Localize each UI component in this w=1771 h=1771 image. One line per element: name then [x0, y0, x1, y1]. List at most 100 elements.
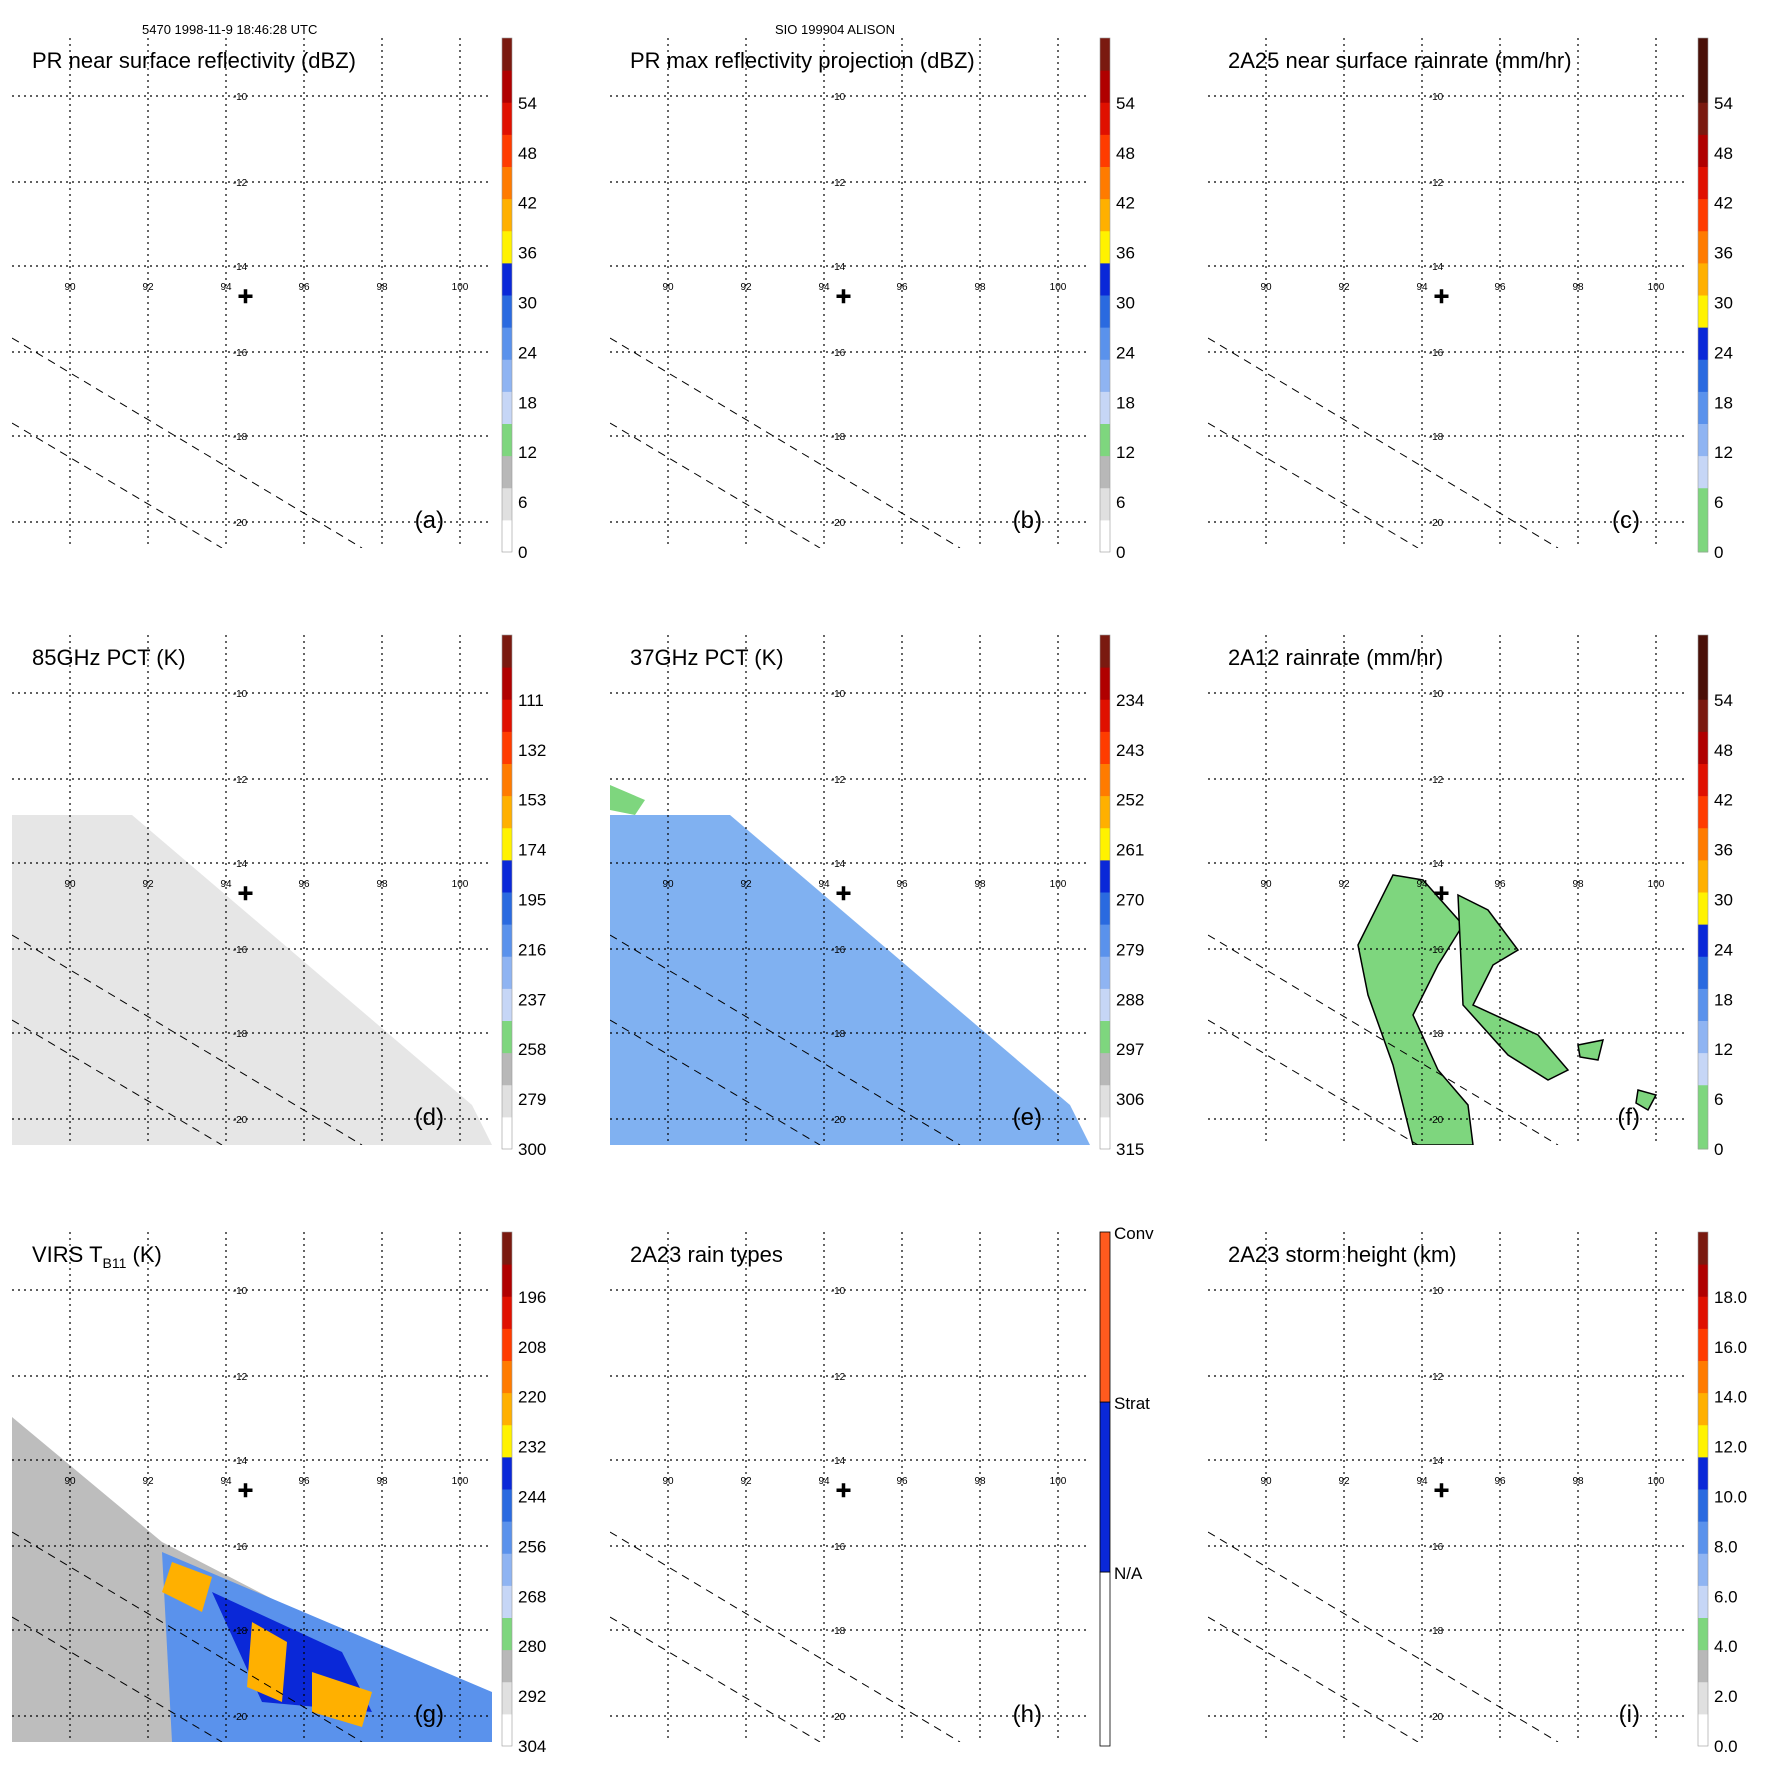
lon-tick-label: 92 — [1338, 282, 1350, 293]
deep-convection — [312, 1672, 372, 1727]
colorbar-tick-label: 18 — [1714, 393, 1733, 412]
colorbar-tick-label: 252 — [1116, 791, 1144, 810]
colorbar-segment — [1698, 166, 1708, 200]
lon-tick-label: 90 — [662, 879, 674, 890]
colorbar-segment — [502, 1052, 512, 1086]
lat-tick-label: -18 — [1429, 432, 1444, 443]
storm-center-marker — [836, 289, 851, 304]
lat-tick-label: -18 — [831, 1029, 846, 1040]
panel-title: 2A23 rain types — [630, 1242, 783, 1267]
colorbar-tick-label: 48 — [1714, 144, 1733, 163]
lon-tick-label: 96 — [298, 282, 310, 293]
colorbar-segment — [1698, 1084, 1708, 1118]
colorbar-tick-label: 304 — [518, 1737, 546, 1756]
lon-tick-label: 100 — [1648, 282, 1665, 293]
lat-tick-label: -16 — [831, 348, 846, 359]
panel-letter: (h) — [1013, 1701, 1042, 1728]
swath-edge-line — [1208, 1616, 1419, 1742]
panel-title: PR near surface reflectivity (dBZ) — [32, 48, 356, 73]
colorbar-segment — [1698, 1392, 1708, 1426]
colorbar-tick-label: 237 — [518, 990, 546, 1009]
lon-tick-label: 94 — [1416, 879, 1428, 890]
colorbar-border — [1099, 634, 1111, 1150]
colorbar-tick-label: 300 — [518, 1140, 546, 1159]
map-area — [610, 635, 1090, 1145]
colorbar-tick-label: 6 — [1714, 1090, 1723, 1109]
colorbar-tick-label: 36 — [1714, 244, 1733, 263]
colorbar-segment — [1100, 892, 1110, 925]
colorbar: 0.0 2.0 4.0 6.0 8.0 10.0 12.0 14.0 16.0 18.0 — [1697, 1231, 1747, 1756]
lat-tick-label: -14 — [831, 859, 846, 870]
colorbar-tick-label: 48 — [518, 144, 537, 163]
colorbar-segment — [1698, 827, 1708, 861]
lon-tick-label: 94 — [220, 1476, 232, 1487]
panel-h: 90 92 94 96 98 100 -10 -12 -14 -16 -18 -20 2A23 rain… — [610, 1224, 1154, 1747]
colorbar-segment — [1100, 1116, 1110, 1150]
colorbar-tick-label: 30 — [1714, 890, 1733, 909]
colorbar-tick-label: 18.0 — [1714, 1288, 1747, 1307]
map-area — [1208, 38, 1688, 548]
colorbar-tick-label: 0 — [518, 543, 527, 562]
colorbar-tick-label: 234 — [1116, 691, 1144, 710]
colorbar-segment — [1100, 102, 1110, 135]
colorbar-tick-label: 36 — [518, 244, 537, 263]
lon-tick-label: 92 — [142, 282, 154, 293]
lon-tick-label: 90 — [1260, 1476, 1272, 1487]
colorbar-tick-label: 208 — [518, 1338, 546, 1357]
lat-tick-label: -12 — [233, 1372, 248, 1383]
colorbar-tick-label: 18 — [1714, 990, 1733, 1009]
colorbar-segment — [1100, 38, 1110, 71]
colorbar-tick-label: 279 — [518, 1090, 546, 1109]
storm-center-marker — [1434, 1483, 1449, 1498]
lon-tick-label: 92 — [740, 1476, 752, 1487]
swath-edge-line — [1208, 422, 1419, 548]
colorbar-segment — [502, 134, 512, 167]
lon-tick-label: 96 — [1494, 282, 1506, 293]
lon-tick-label: 100 — [452, 282, 469, 293]
colorbar: N/A Strat Conv — [1099, 1224, 1154, 1747]
colorbar-segment — [1099, 1401, 1111, 1573]
lat-tick-label: -20 — [233, 1115, 248, 1126]
lat-tick-label: -16 — [831, 945, 846, 956]
colorbar-segment — [1099, 1571, 1111, 1747]
swath-edge-line — [1208, 1019, 1419, 1145]
colorbar-tick-label: 24 — [1714, 343, 1733, 362]
lat-tick-label: -16 — [1429, 1542, 1444, 1553]
panel-title: VIRS TB11 (K) — [32, 1242, 162, 1271]
colorbar-segment — [1698, 795, 1708, 829]
lat-tick-label: -12 — [1429, 775, 1444, 786]
colorbar-tick-label: 244 — [518, 1487, 546, 1506]
colorbar-segment — [502, 1392, 512, 1426]
colorbar-border — [1697, 634, 1709, 1150]
storm-center-marker — [238, 886, 253, 901]
lon-tick-label: 90 — [662, 282, 674, 293]
lon-tick-label: 94 — [220, 879, 232, 890]
colorbar-tick-label: Strat — [1114, 1394, 1150, 1413]
colorbar-segment — [1698, 487, 1708, 521]
colorbar-tick-label: 268 — [518, 1587, 546, 1606]
colorbar-segment — [502, 455, 512, 489]
panel-d: 90 92 94 96 98 100 -10 -12 -14 -16 -18 -20 85GHz PCT… — [12, 634, 546, 1159]
lat-tick-label: -14 — [233, 1456, 248, 1467]
panel-letter: (g) — [415, 1701, 444, 1728]
colorbar-segment — [1698, 327, 1708, 360]
lon-tick-label: 96 — [896, 1476, 908, 1487]
colorbar-tick-label: 54 — [1116, 94, 1135, 113]
panel-letter: (d) — [415, 1104, 444, 1131]
colorbar-segment — [1698, 1116, 1708, 1150]
swath-edge-line — [610, 934, 961, 1145]
lat-tick-label: -20 — [1429, 1115, 1444, 1126]
panel-letter: (b) — [1013, 507, 1042, 534]
lon-tick-label: 92 — [1338, 879, 1350, 890]
lon-tick-label: 96 — [298, 879, 310, 890]
colorbar-segment — [502, 1617, 512, 1651]
colorbar-tick-label: 243 — [1116, 741, 1144, 760]
colorbar-tick-label: 270 — [1116, 890, 1144, 909]
lon-tick-label: 94 — [1416, 282, 1428, 293]
colorbar-segment — [1698, 1424, 1708, 1458]
colorbar-segment — [1698, 134, 1708, 167]
lat-tick-label: -18 — [831, 1626, 846, 1637]
colorbar-segment — [502, 1360, 512, 1394]
panel-f: 90 92 94 96 98 100 -10 -12 -14 -16 -18 -20 2A12 rain… — [1208, 634, 1733, 1159]
colorbar-tick-label: 54 — [1714, 691, 1733, 710]
